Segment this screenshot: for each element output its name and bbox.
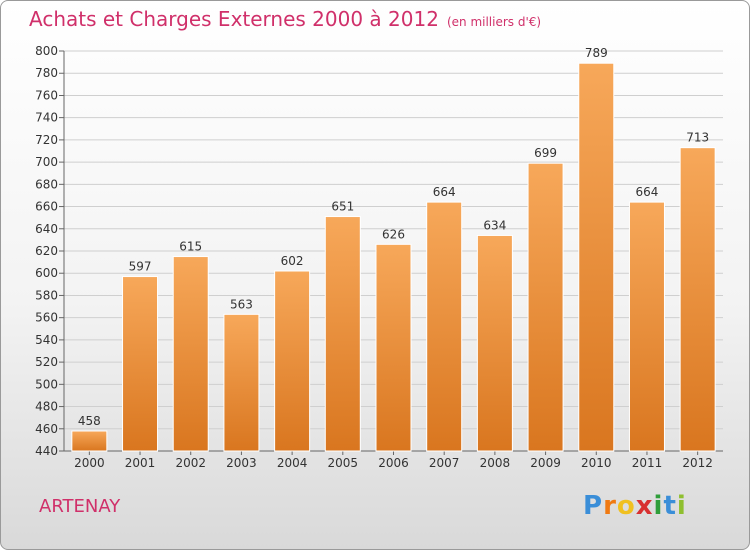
y-tick-label: 500	[35, 377, 58, 391]
y-tick-label: 700	[35, 155, 58, 169]
y-tick-label: 540	[35, 333, 58, 347]
bar-value-label: 597	[129, 260, 152, 274]
y-tick-label: 800	[35, 44, 58, 58]
bar-value-label: 699	[534, 146, 557, 160]
x-tick-label: 2002	[175, 456, 206, 470]
y-tick-label: 760	[35, 88, 58, 102]
bar	[324, 216, 361, 452]
bar	[172, 256, 209, 452]
y-tick-label: 720	[35, 133, 58, 147]
label-layer: 458 597 615 563 602 651 626 664 634 699 789 664 713	[78, 46, 709, 428]
y-tick-label: 740	[35, 111, 58, 125]
x-tick-label: 2008	[480, 456, 511, 470]
bar	[628, 201, 665, 452]
logo-letter: i	[653, 491, 664, 521]
x-tick-label: 2010	[581, 456, 612, 470]
y-tick-label: 680	[35, 177, 58, 191]
axis-layer: 440 460 480 500 520 540 560 580 600 620 640 660 680 7…	[35, 44, 723, 470]
bar	[476, 234, 513, 452]
bar	[71, 430, 108, 452]
bar-value-label: 664	[636, 185, 659, 199]
y-tick-label: 600	[35, 266, 58, 280]
bar	[679, 147, 716, 452]
bar	[223, 313, 260, 452]
bar-value-label: 664	[433, 185, 456, 199]
bar-value-label: 615	[179, 240, 202, 254]
bar	[274, 270, 311, 452]
chart-title: Achats et Charges Externes 2000 à 2012 (e…	[29, 7, 541, 31]
bar-layer	[71, 62, 716, 452]
x-tick-label: 2003	[226, 456, 257, 470]
x-tick-label: 2001	[125, 456, 156, 470]
y-tick-label: 780	[35, 66, 58, 80]
y-tick-label: 460	[35, 422, 58, 436]
y-tick-label: 480	[35, 400, 58, 414]
x-tick-label: 2009	[530, 456, 561, 470]
x-tick-label: 2012	[682, 456, 713, 470]
proxiti-logo: Proxiti	[583, 491, 687, 521]
bar-value-label: 563	[230, 297, 253, 311]
bar-value-label: 634	[483, 218, 506, 232]
logo-letter: i	[676, 491, 687, 521]
chart-title-text: Achats et Charges Externes 2000 à 2012	[29, 7, 439, 31]
bar	[426, 201, 463, 452]
bar	[527, 162, 564, 452]
y-tick-label: 440	[35, 444, 58, 458]
y-tick-label: 520	[35, 355, 58, 369]
logo-letter: t	[663, 491, 677, 521]
bar-value-label: 651	[331, 200, 354, 214]
bar	[578, 62, 615, 452]
y-tick-label: 640	[35, 222, 58, 236]
logo-letter: x	[635, 491, 654, 521]
y-tick-label: 620	[35, 244, 58, 258]
x-tick-label: 2007	[429, 456, 460, 470]
x-tick-label: 2005	[328, 456, 359, 470]
bar-value-label: 626	[382, 227, 405, 241]
y-tick-label: 560	[35, 311, 58, 325]
chart-unit: (en milliers d'€)	[446, 15, 542, 29]
x-tick-label: 2011	[632, 456, 663, 470]
y-tick-label: 580	[35, 288, 58, 302]
location-label: ARTENAY	[39, 496, 121, 517]
bar	[122, 276, 159, 452]
bar-value-label: 458	[78, 414, 101, 428]
logo-letter: o	[616, 491, 636, 521]
bar-value-label: 713	[686, 131, 709, 145]
x-tick-label: 2004	[277, 456, 308, 470]
x-tick-label: 2006	[378, 456, 409, 470]
logo-letter: P	[583, 491, 604, 521]
bar-value-label: 602	[281, 254, 304, 268]
bar-value-label: 789	[585, 46, 608, 60]
y-tick-label: 660	[35, 200, 58, 214]
bar	[375, 243, 412, 452]
x-tick-label: 2000	[74, 456, 105, 470]
logo-letter: r	[603, 491, 617, 521]
